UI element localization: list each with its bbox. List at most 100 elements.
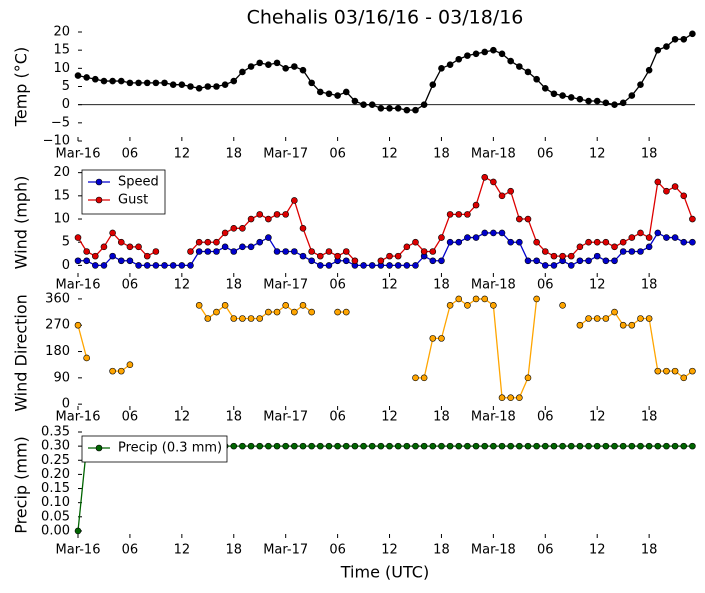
data-point [308, 257, 315, 265]
data-point [291, 197, 298, 204]
data-point [628, 321, 636, 329]
x-tick-label: Mar-18 [471, 410, 516, 425]
data-point [455, 442, 463, 450]
x-tick-label: 12 [174, 410, 191, 425]
data-point [464, 52, 471, 59]
data-point [126, 79, 134, 87]
data-point [550, 90, 558, 98]
data-point [256, 238, 264, 246]
data-point [360, 262, 367, 269]
data-point [628, 234, 636, 241]
x-tick-label: 18 [641, 278, 658, 293]
data-point [602, 442, 610, 450]
data-point [455, 55, 463, 63]
data-point [377, 257, 385, 265]
data-point [472, 50, 480, 58]
data-point [74, 321, 82, 329]
y-tick-label: 20 [53, 165, 70, 180]
data-point [550, 442, 558, 450]
data-point [317, 252, 324, 260]
data-point [265, 61, 272, 68]
data-point [109, 77, 116, 85]
legend-marker [95, 196, 103, 204]
data-point [507, 57, 514, 65]
data-point [602, 99, 610, 107]
data-point [325, 262, 333, 269]
data-point [342, 88, 350, 96]
data-point [541, 85, 549, 92]
x-tick-label: 06 [537, 147, 554, 162]
data-point [291, 308, 298, 316]
data-point [394, 252, 402, 260]
x-tick-label: 18 [225, 410, 242, 425]
data-point [472, 234, 480, 241]
data-point [386, 252, 393, 260]
data-point [273, 248, 281, 255]
data-point [195, 85, 203, 92]
data-point [472, 295, 480, 303]
data-point [403, 262, 411, 269]
data-point [524, 374, 532, 382]
data-point [334, 92, 341, 99]
data-point [619, 321, 627, 329]
data-point [585, 97, 592, 105]
x-tick-label: 12 [381, 278, 398, 293]
data-point [239, 315, 246, 322]
data-point [576, 95, 584, 103]
y-axis-title: Temp (°C) [12, 47, 31, 127]
data-point [213, 83, 220, 90]
data-point [74, 527, 82, 535]
data-point [490, 229, 497, 237]
y-tick-label: 20 [53, 25, 70, 40]
data-point [507, 238, 514, 246]
x-tick-label: 06 [122, 278, 139, 293]
data-point [438, 442, 445, 450]
data-point [481, 48, 489, 56]
y-tick-label: 0 [62, 97, 70, 112]
data-point [541, 248, 549, 255]
data-point [325, 442, 333, 450]
x-tick-label: 12 [381, 147, 398, 162]
data-point [637, 229, 644, 237]
data-point [92, 252, 99, 260]
data-point [654, 442, 662, 450]
data-point [291, 63, 298, 70]
data-point [299, 302, 307, 309]
y-tick-label: 10 [53, 61, 70, 76]
data-point [291, 248, 298, 255]
data-point [559, 442, 566, 450]
data-point [420, 101, 428, 108]
series-line [77, 298, 693, 399]
data-point [143, 262, 151, 269]
legend-marker [95, 178, 103, 186]
data-point [317, 442, 324, 450]
data-point [611, 243, 618, 251]
data-point [429, 81, 437, 88]
series-line [77, 176, 694, 262]
data-point [247, 442, 255, 450]
x-tick-label: 12 [589, 147, 606, 162]
x-tick-label: 12 [589, 410, 606, 425]
data-point [92, 75, 99, 83]
x-tick-label: 12 [589, 543, 606, 558]
x-tick-label: Mar-17 [263, 543, 308, 558]
data-point [213, 308, 220, 316]
data-point [524, 68, 532, 76]
y-tick-label: 15 [53, 43, 70, 58]
series-line [78, 232, 693, 267]
data-point [117, 238, 125, 246]
data-point [464, 302, 471, 309]
data-point [239, 243, 246, 251]
data-point [645, 442, 653, 450]
data-point [585, 257, 592, 265]
data-point [671, 35, 679, 43]
y-tick-label: 360 [45, 291, 70, 306]
data-point [637, 248, 644, 255]
data-point [282, 248, 289, 255]
y-tick-label: 10 [53, 212, 70, 227]
data-point [645, 315, 653, 322]
data-point [169, 81, 177, 88]
data-point [559, 92, 566, 99]
x-tick-label: 12 [381, 410, 398, 425]
